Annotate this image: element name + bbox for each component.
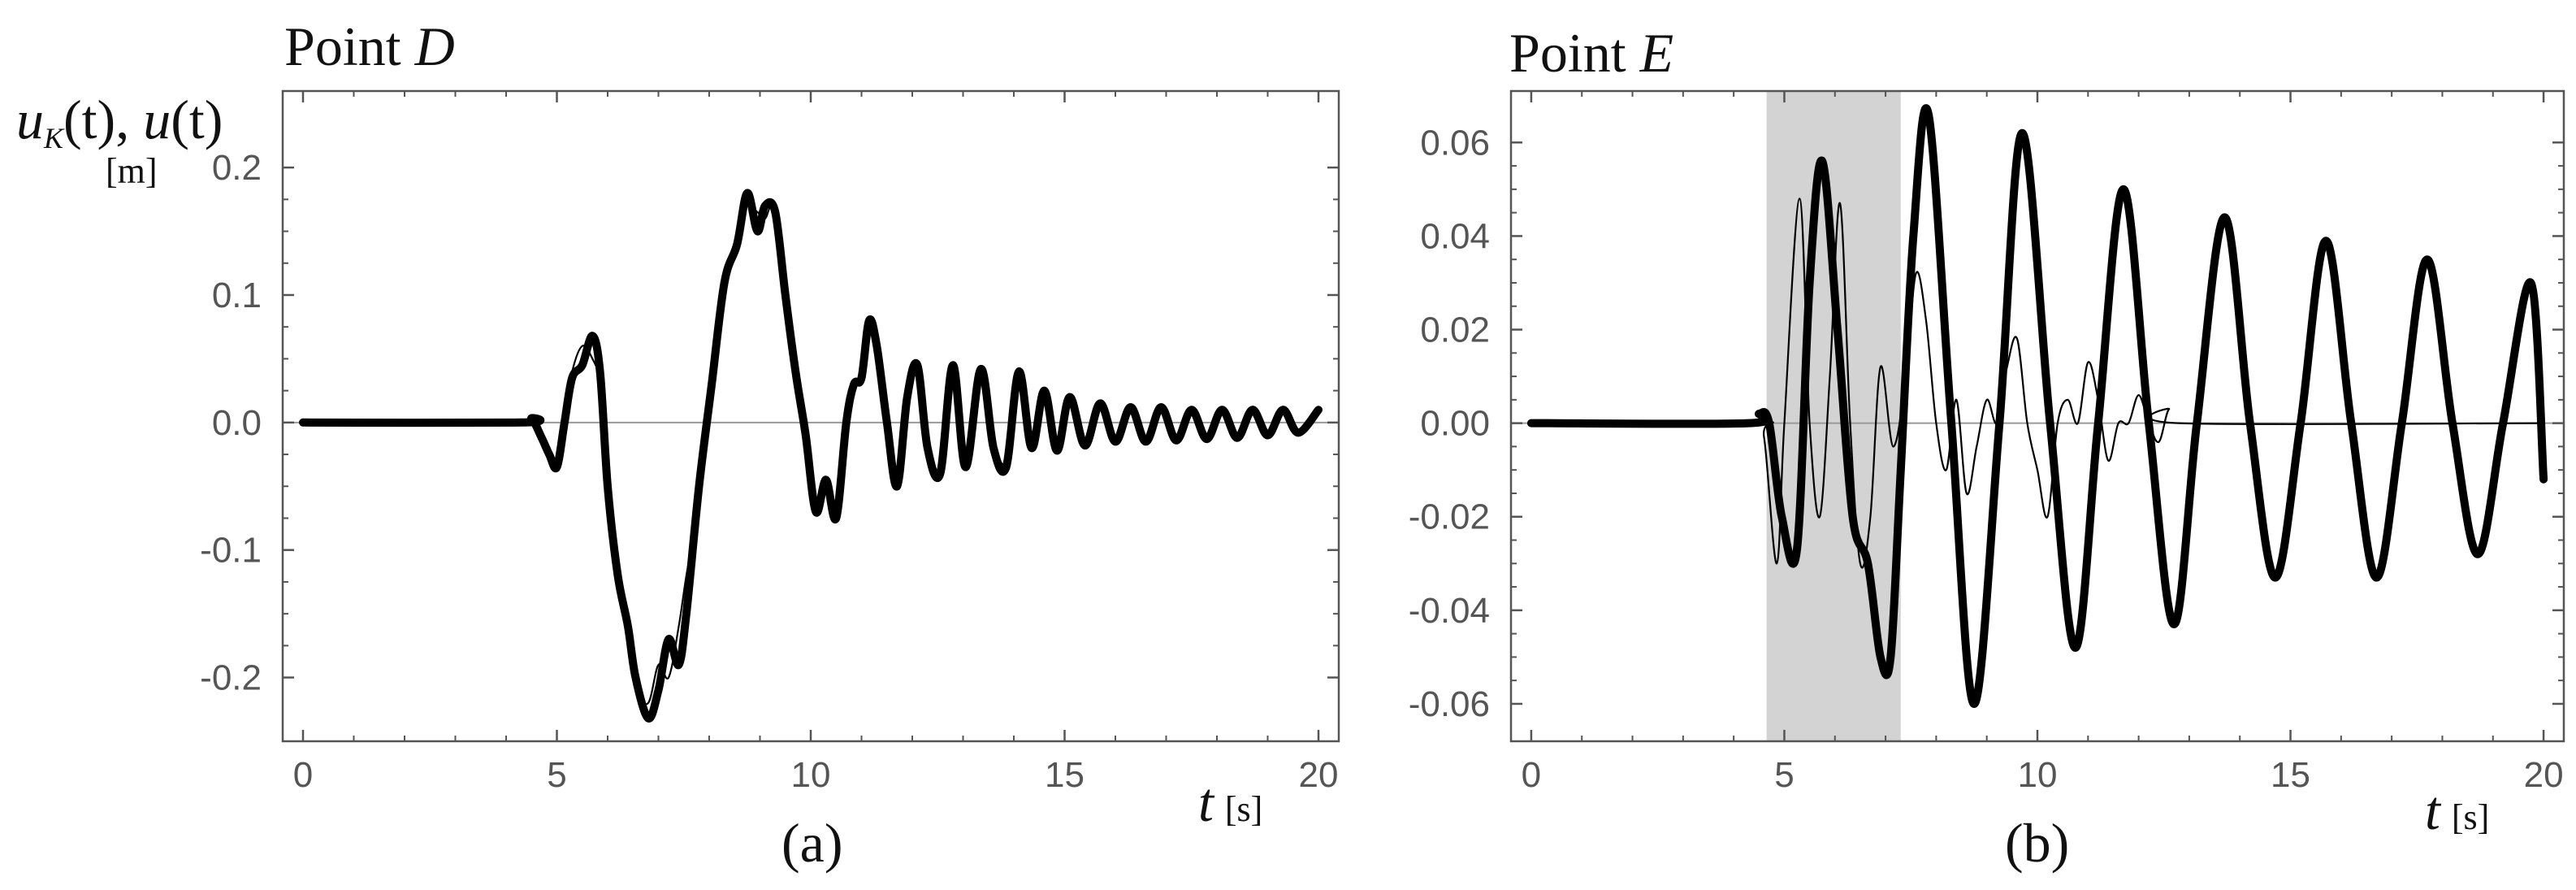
y-tick-label: 0.04 <box>1420 216 1490 256</box>
x-axis-label: t [s] <box>1198 771 1262 833</box>
panel-title-point: D <box>414 15 455 77</box>
y-tick-label: -0.06 <box>1409 684 1490 724</box>
panel-title-prefix: Point <box>284 15 415 77</box>
x-tick-label: 0 <box>293 755 313 795</box>
y-tick-label: 0.02 <box>1420 310 1490 350</box>
panel-caption: (b) <box>2005 812 2069 874</box>
x-tick-label: 5 <box>547 755 566 795</box>
panel-title: Point E <box>1509 22 1673 84</box>
y-label-end: (t) <box>171 89 223 150</box>
x-label-t: t <box>2425 779 2442 841</box>
panel-point-d: Point D 0 5 10 15 20 -0.2 -0.1 0.0 0.1 0.2 t [s] (… <box>200 15 1340 874</box>
panel-caption: (a) <box>781 812 842 874</box>
y-label-k: K <box>43 122 65 154</box>
x-label-unit: [s] <box>2452 797 2489 837</box>
x-axis-label: t [s] <box>2425 779 2489 841</box>
y-tick-label: 0.06 <box>1420 123 1490 163</box>
y-axis-unit: [m] <box>106 151 158 191</box>
x-tick-label: 20 <box>1299 755 1339 795</box>
y-tick-label: 0.2 <box>212 148 262 188</box>
series-line-thick <box>299 189 1323 723</box>
panel-title: Point D <box>284 15 455 77</box>
y-label-u2: u <box>143 89 171 150</box>
x-tick-label: 10 <box>2018 755 2058 795</box>
y-tick-label: -0.02 <box>1409 497 1490 537</box>
y-tick-label: 0.1 <box>212 276 262 315</box>
y-tick-label: -0.1 <box>200 531 262 571</box>
y-label-mid: (t), <box>63 89 143 150</box>
y-tick-label: 0.00 <box>1420 404 1490 444</box>
x-tick-label: 5 <box>1774 755 1794 795</box>
x-label-t: t <box>1198 771 1215 833</box>
panel-point-e: Point E 0 5 10 15 20 -0.06 -0.04 -0.02 0.00 0.02 0… <box>1409 22 2565 874</box>
y-tick-label: 0.0 <box>212 403 262 443</box>
x-tick-label: 20 <box>2524 755 2564 795</box>
x-tick-label: 15 <box>1045 755 1085 795</box>
y-tick-label: -0.04 <box>1409 591 1490 631</box>
series-line-thin <box>1530 198 2545 569</box>
panel-title-point: E <box>1639 22 1674 84</box>
panel-title-prefix: Point <box>1509 22 1640 84</box>
y-axis-label: uK(t), u(t) <box>16 89 223 154</box>
y-label-u: u <box>16 89 44 150</box>
series-line-thick <box>1526 104 2548 708</box>
y-tick-label: -0.2 <box>200 658 262 698</box>
x-tick-label: 10 <box>791 755 831 795</box>
x-label-unit: [s] <box>1225 789 1262 829</box>
series-line-thin <box>301 200 1320 705</box>
x-tick-label: 15 <box>2271 755 2310 795</box>
plot-frame <box>281 89 1340 743</box>
x-tick-label: 0 <box>1522 755 1541 795</box>
